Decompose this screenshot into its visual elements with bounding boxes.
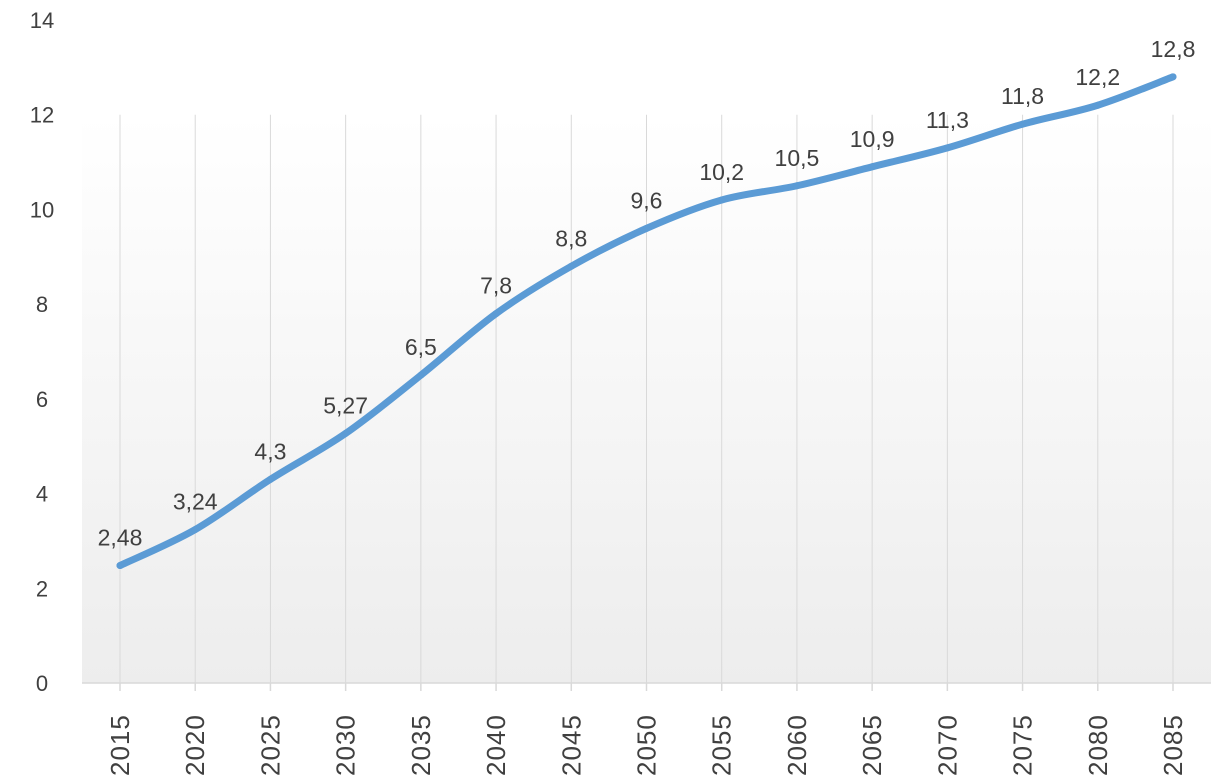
- data-label: 9,6: [631, 187, 663, 213]
- x-tick-label: 2035: [406, 714, 436, 776]
- y-tick-label: 10: [30, 197, 54, 222]
- data-point: [191, 526, 199, 534]
- x-tick-label: 2075: [1008, 714, 1038, 776]
- data-point: [643, 224, 650, 232]
- data-point: [417, 371, 425, 379]
- data-point: [943, 144, 951, 152]
- data-point: [492, 310, 500, 318]
- data-point: [793, 182, 801, 190]
- x-tick-label: 2020: [180, 714, 210, 776]
- data-label: 10,9: [850, 126, 895, 152]
- data-label: 3,24: [173, 489, 218, 515]
- x-tick-label: 2070: [932, 714, 962, 776]
- data-label: 11,8: [1001, 83, 1044, 109]
- x-tick-label: 2045: [556, 714, 586, 776]
- data-label: 7,8: [480, 273, 512, 299]
- y-tick-label: 0: [36, 671, 48, 696]
- data-label: 12,8: [1151, 36, 1196, 62]
- y-tick-label: 14: [30, 8, 54, 33]
- data-point: [1019, 120, 1027, 128]
- data-label: 10,2: [699, 159, 744, 185]
- series-line: [116, 73, 1177, 570]
- x-tick-label: 2040: [481, 714, 511, 776]
- y-tick-label: 12: [30, 103, 54, 128]
- data-label: 10,5: [775, 145, 820, 171]
- x-tick-label: 2065: [857, 714, 887, 776]
- data-label: 8,8: [555, 225, 587, 251]
- data-point: [1169, 73, 1177, 81]
- data-point: [718, 196, 726, 204]
- x-tick-label: 2060: [782, 714, 812, 776]
- data-label: 11,3: [926, 107, 969, 133]
- x-tick-label: 2085: [1158, 714, 1188, 776]
- x-tick-label: 2025: [255, 714, 285, 776]
- data-point: [567, 262, 575, 270]
- x-tick-label: 2055: [707, 714, 737, 776]
- data-point: [868, 163, 876, 171]
- data-point: [342, 429, 350, 437]
- data-label: 2,48: [98, 525, 143, 551]
- data-label: 4,3: [254, 438, 286, 464]
- data-point: [1094, 101, 1102, 109]
- data-label: 6,5: [405, 334, 437, 360]
- y-tick-label: 8: [36, 292, 48, 317]
- x-tick-label: 2030: [331, 714, 361, 776]
- data-point: [266, 475, 274, 483]
- x-tick-label: 2050: [632, 714, 662, 776]
- y-tick-label: 2: [36, 576, 48, 601]
- data-point: [116, 562, 124, 570]
- y-tick-label: 6: [36, 387, 48, 412]
- data-label: 12,2: [1075, 64, 1120, 90]
- data-label: 5,27: [323, 392, 368, 418]
- y-tick-label: 4: [36, 482, 48, 507]
- x-tick-label: 2015: [105, 714, 135, 776]
- x-tick-label: 2080: [1083, 714, 1113, 776]
